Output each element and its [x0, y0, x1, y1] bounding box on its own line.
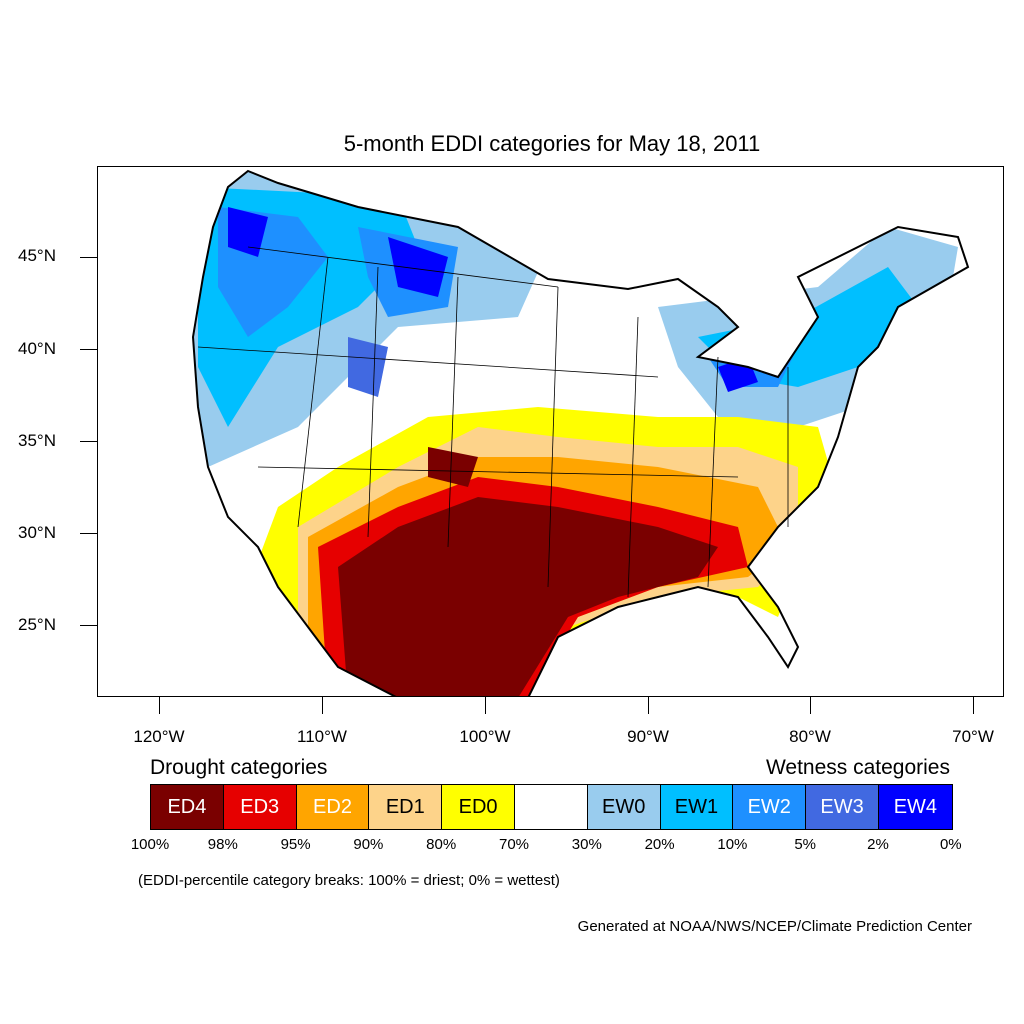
lon-tick: [810, 697, 811, 714]
percentile-break-label: 90%: [353, 836, 384, 853]
lat-label-40: 40°N: [18, 339, 56, 358]
state-borders: [197, 246, 789, 598]
lat-tick: [80, 441, 97, 442]
percentile-break-label: 10%: [717, 836, 748, 853]
legend-swatch-ew2: EW2: [733, 785, 807, 829]
drought-heading: Drought categories: [150, 756, 328, 779]
lon-label-100: 100°W: [459, 727, 511, 746]
legend-swatch-ew3: EW3: [806, 785, 879, 829]
lon-label-70: 70°W: [952, 727, 994, 746]
lat-tick: [80, 625, 97, 626]
lat-tick: [80, 257, 97, 258]
percentile-break-label: 20%: [644, 836, 675, 853]
percentile-break-label: 2%: [867, 836, 889, 853]
lon-tick: [973, 697, 974, 714]
legend-swatch-ew0: EW0: [587, 785, 661, 829]
percentile-break-label: 5%: [794, 836, 817, 853]
lon-label-120: 120°W: [133, 727, 185, 746]
percentile-break-label: 98%: [207, 836, 238, 853]
eddi-map-canvas: [191, 169, 970, 696]
lon-label-80: 80°W: [789, 727, 831, 746]
legend-swatch-ed2: ED2: [296, 785, 370, 829]
category-note: (EDDI-percentile category breaks: 100% =…: [138, 872, 560, 889]
lon-label-110: 110°W: [297, 727, 347, 746]
legend-swatch-ed1: ED1: [369, 785, 443, 829]
legend-swatch-ew1: EW1: [660, 785, 734, 829]
wetness-heading: Wetness categories: [765, 756, 950, 779]
credit-text: Generated at NOAA/NWS/NCEP/Climate Predi…: [577, 918, 972, 935]
lon-tick: [485, 697, 486, 714]
legend-swatch-ed0: ED0: [442, 785, 515, 829]
lon-tick: [648, 697, 649, 714]
eddi-map: [97, 166, 1004, 697]
legend-swatch-ew4: EW4: [878, 785, 952, 829]
category-legend: ED4 ED3 ED2 ED1 ED0 EW0 EW1 EW2 EW3 EW4: [150, 784, 953, 830]
eddi-category-fill: [193, 171, 968, 696]
percentile-break-label: 95%: [280, 836, 311, 853]
lon-label-90: 90°W: [627, 727, 669, 746]
coastline: [191, 169, 970, 696]
lon-tick: [159, 697, 160, 714]
legend-swatch-ed4: ED4: [151, 785, 224, 829]
percentile-break-label: 70%: [498, 836, 530, 853]
map-title: 5-month EDDI categories for May 18, 2011: [343, 131, 761, 156]
lat-label-35: 35°N: [18, 431, 56, 450]
percentile-break-label: 100%: [130, 836, 170, 853]
lat-label-25: 25°N: [18, 615, 56, 634]
lat-tick: [80, 349, 97, 350]
lat-tick: [80, 533, 97, 534]
legend-swatch-ed3: ED3: [223, 785, 297, 829]
percentile-break-label: 30%: [571, 836, 602, 853]
percentile-break-label: 80%: [426, 836, 457, 853]
lon-tick: [322, 697, 323, 714]
lat-label-30: 30°N: [18, 523, 56, 542]
legend-swatch-neutral: [514, 785, 588, 829]
lat-label-45: 45°N: [18, 246, 56, 265]
percentile-break-label: 0%: [939, 836, 962, 853]
